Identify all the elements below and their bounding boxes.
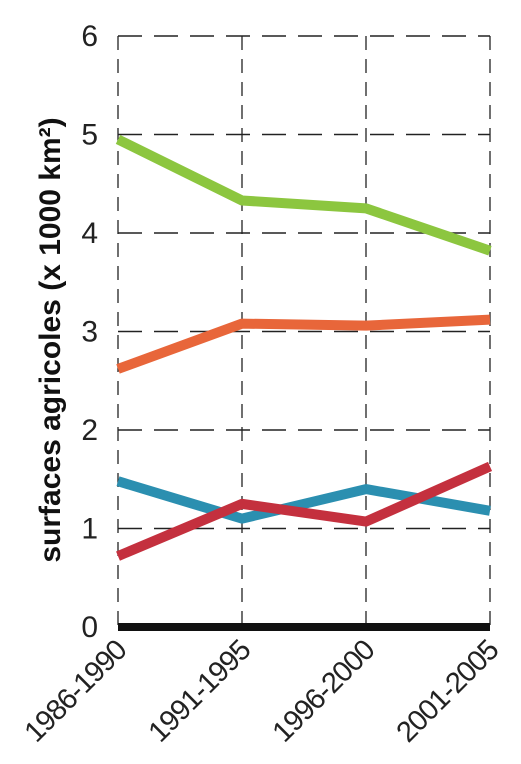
series-line-2 [116, 314, 491, 374]
x-tick-label-1986-1990: 1986-1990 [19, 634, 133, 748]
x-tick-label-1991-1995: 1991-1995 [143, 634, 257, 748]
y-tick-label-1: 1 [81, 513, 98, 546]
y-tick-label-3: 3 [81, 316, 98, 349]
y-tick-label-0: 0 [81, 611, 98, 644]
y-tick-labels: 0 1 2 3 4 5 6 [81, 20, 98, 644]
series-lines [115, 134, 493, 561]
x-tick-labels: 1986-1990 1991-1995 1996-2000 2001-2005 [19, 634, 505, 748]
series-line-3 [116, 476, 491, 524]
x-tick-label-1996-2000: 1996-2000 [267, 634, 381, 748]
series-line-4 [116, 461, 493, 561]
y-tick-label-4: 4 [81, 217, 98, 250]
y-tick-label-5: 5 [81, 119, 98, 152]
y-axis-label: surfaces agricoles (x 1000 km²) [34, 117, 67, 562]
y-tick-label-6: 6 [81, 20, 98, 53]
y-tick-label-2: 2 [81, 414, 98, 447]
grid [117, 35, 491, 627]
x-tick-label-2001-2005: 2001-2005 [391, 634, 505, 748]
series-line-1 [115, 134, 492, 256]
